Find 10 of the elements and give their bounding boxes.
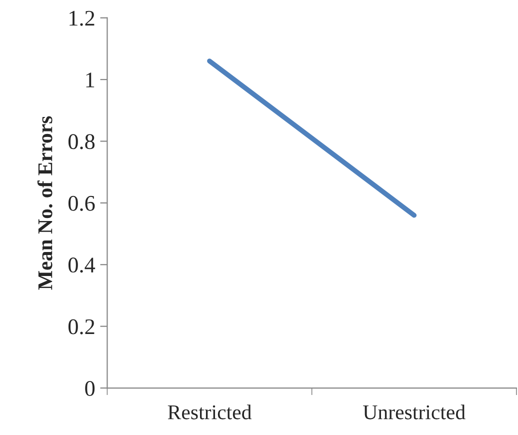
- x-tick-label: Unrestricted: [363, 404, 466, 420]
- y-axis-title: Mean No. of Errors: [37, 116, 52, 290]
- y-tick-label: 1: [86, 72, 94, 88]
- y-tick-label: 0.4: [68, 258, 96, 273]
- y-tick-label: 0.6: [68, 196, 95, 211]
- y-tick-label: 0.8: [68, 134, 95, 150]
- y-tick-label: 1.2: [70, 10, 94, 26]
- y-tick-label: 0: [85, 380, 95, 396]
- x-tick-label: Restricted: [168, 404, 252, 420]
- y-tick-label: 0.2: [68, 319, 94, 334]
